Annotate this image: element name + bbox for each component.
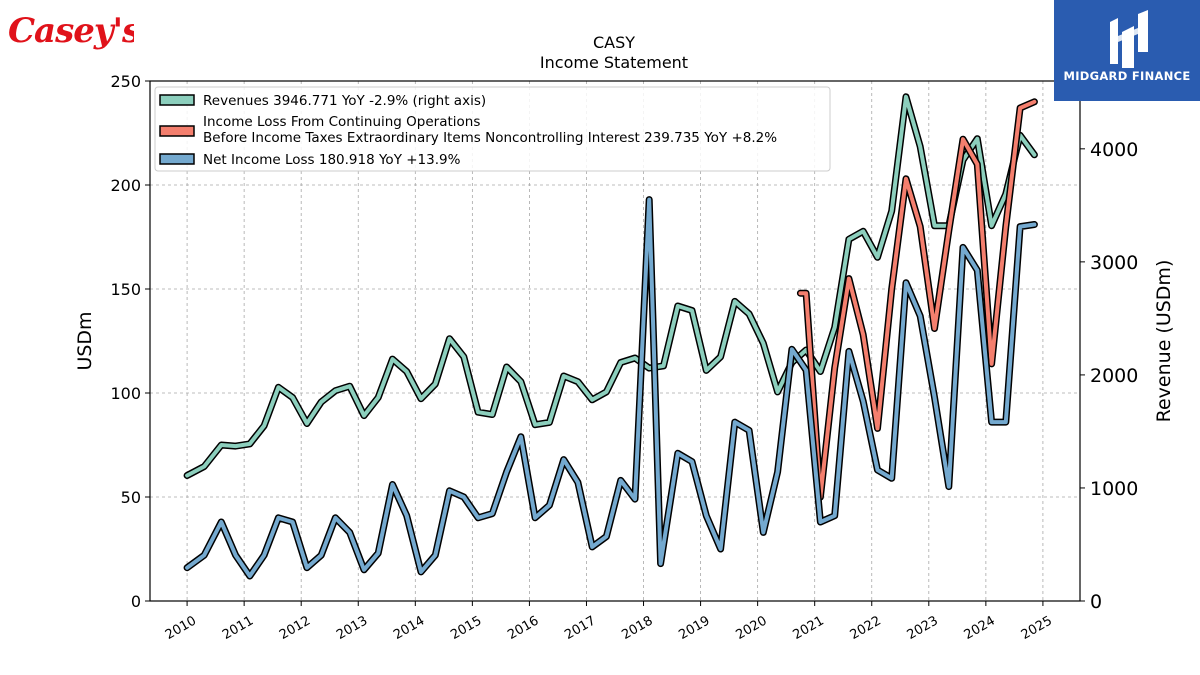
plot-frame xyxy=(149,80,1081,602)
series-pretax-income-line xyxy=(796,98,1038,501)
x-axis: 2010 2011 2012 2013 2014 2015 2016 2017 2018 2019… xyxy=(163,601,1055,643)
legend-label-revenues: Revenues 3946.771 YoY -2.9% (right axis) xyxy=(203,93,486,109)
badge-text: MIDGARD FINANCE xyxy=(1063,69,1191,83)
left-tick-label: 100 xyxy=(110,384,141,403)
right-tick-label: 3000 xyxy=(1090,252,1138,274)
x-tick-label: 2021 xyxy=(791,613,827,643)
chart-legend: Revenues 3946.771 YoY -2.9% (right axis)… xyxy=(154,86,831,172)
chart-subtitle: Income Statement xyxy=(540,53,688,72)
right-tick-label: 2000 xyxy=(1090,365,1138,387)
x-tick-label: 2010 xyxy=(163,613,199,643)
x-tick-label: 2023 xyxy=(905,613,941,643)
series-stroke xyxy=(185,197,1037,578)
x-tick-label: 2014 xyxy=(391,613,427,643)
caseys-logo: Casey's xyxy=(8,11,134,51)
x-tick-label: 2020 xyxy=(733,613,769,643)
legend-swatch-revenues xyxy=(159,94,195,106)
x-tick-label: 2011 xyxy=(220,613,256,643)
x-tick-label: 2012 xyxy=(277,613,313,643)
right-axis-label: Revenue (USDm) xyxy=(1153,260,1175,423)
right-tick-label: 4000 xyxy=(1090,139,1138,161)
left-tick-label: 250 xyxy=(110,72,141,91)
x-tick-label: 2019 xyxy=(676,613,712,643)
midgard-logo-icon xyxy=(1110,10,1148,68)
series-stroke xyxy=(798,99,1037,499)
left-tick-label: 50 xyxy=(121,488,141,507)
left-tick-label: 200 xyxy=(110,176,141,195)
legend-swatch-pretax-income xyxy=(159,125,195,137)
midgard-finance-badge: MIDGARD FINANCE xyxy=(1054,0,1200,101)
right-tick-label: 0 xyxy=(1090,591,1102,613)
legend-label-net-income: Net Income Loss 180.918 YoY +13.9% xyxy=(203,152,461,168)
svg-text:Casey's: Casey's xyxy=(8,11,134,51)
legend-label-pretax-income-line2: Before Income Taxes Extraordinary Items … xyxy=(203,130,777,146)
left-axis-label: USDm xyxy=(74,311,96,370)
x-tick-label: 2025 xyxy=(1019,613,1055,643)
right-tick-label: 1000 xyxy=(1090,478,1138,500)
series-revenues-line xyxy=(183,93,1038,479)
series-net-income-line xyxy=(183,196,1038,580)
right-axis: 0 1000 2000 3000 4000 xyxy=(1080,139,1138,613)
chart-title: CASY xyxy=(593,33,635,52)
x-tick-label: 2013 xyxy=(334,613,370,643)
left-tick-label: 0 xyxy=(131,592,141,611)
left-tick-label: 150 xyxy=(110,280,141,299)
x-tick-label: 2017 xyxy=(562,613,598,643)
left-axis: 0 50 100 150 200 250 xyxy=(110,72,150,611)
x-tick-label: 2018 xyxy=(619,613,655,643)
legend-label-pretax-income-line1: Income Loss From Continuing Operations xyxy=(203,114,480,130)
x-tick-label: 2016 xyxy=(505,613,541,643)
legend-swatch-net-income xyxy=(159,153,195,165)
series-layer xyxy=(183,93,1038,580)
x-tick-label: 2015 xyxy=(448,613,484,643)
x-tick-label: 2022 xyxy=(848,613,884,643)
series-stroke xyxy=(185,94,1037,478)
x-tick-label: 2024 xyxy=(962,613,998,643)
legend-box xyxy=(154,86,831,172)
